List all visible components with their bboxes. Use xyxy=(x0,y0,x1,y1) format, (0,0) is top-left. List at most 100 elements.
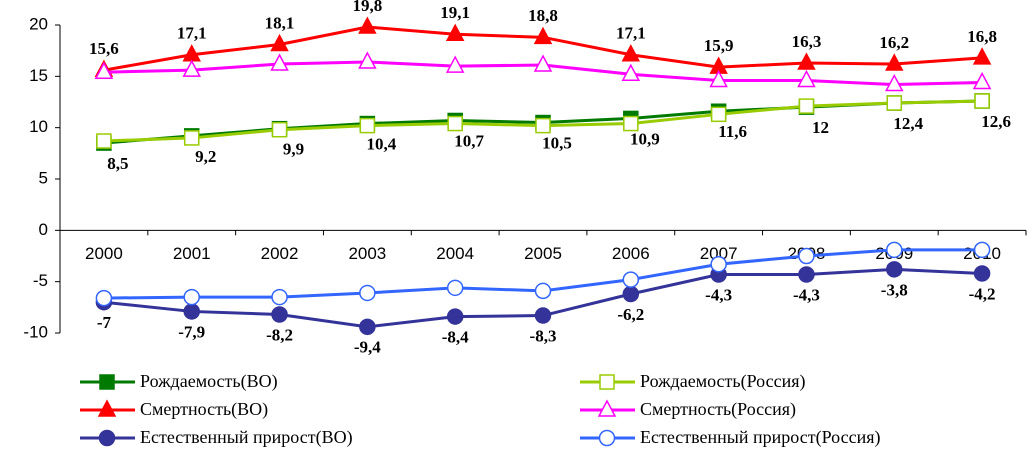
point xyxy=(446,279,464,297)
point xyxy=(973,265,991,282)
point xyxy=(886,261,903,278)
x-tick-label: 2005 xyxy=(524,244,562,263)
y-tick-label: 20 xyxy=(29,14,48,33)
legend-label: Естественный прирост(Россия) xyxy=(640,427,880,448)
y-tick-label: 0 xyxy=(39,220,48,239)
point xyxy=(533,26,553,45)
point xyxy=(183,288,200,306)
point xyxy=(446,308,464,325)
data-label: 12 xyxy=(812,118,829,137)
legend-label: Рождаемость(Россия) xyxy=(640,371,805,392)
point xyxy=(94,61,114,79)
x-tick-label: 2002 xyxy=(261,244,299,263)
point xyxy=(183,130,200,146)
legend-marker xyxy=(98,429,116,447)
data-label: -9,4 xyxy=(354,338,381,357)
point xyxy=(886,95,903,111)
point xyxy=(797,52,816,70)
point xyxy=(972,47,992,65)
x-tick-label: 2001 xyxy=(173,244,211,263)
data-label: -8,2 xyxy=(266,325,293,344)
point xyxy=(622,285,640,303)
point xyxy=(886,241,903,259)
point xyxy=(885,53,904,71)
point xyxy=(535,117,551,134)
data-label: 16,2 xyxy=(879,33,909,52)
legend-label: Смертность(ВО) xyxy=(140,399,268,420)
point xyxy=(534,282,552,300)
point xyxy=(445,23,465,41)
point xyxy=(534,307,552,324)
point xyxy=(621,63,641,82)
point xyxy=(96,133,112,149)
x-tick-label: 2006 xyxy=(612,244,650,263)
point xyxy=(270,33,289,52)
y-tick-label: 15 xyxy=(29,66,48,85)
point xyxy=(623,115,639,132)
x-tick-label: 2000 xyxy=(85,244,123,263)
data-label: 16,3 xyxy=(792,32,822,51)
data-label: 19,8 xyxy=(352,0,382,15)
data-label: 15,6 xyxy=(89,39,119,58)
point xyxy=(533,54,553,72)
point xyxy=(271,288,288,306)
point xyxy=(358,16,377,34)
point xyxy=(798,266,815,283)
legend-marker xyxy=(598,429,616,447)
legend-label: Естественный прирост(ВО) xyxy=(140,427,353,448)
y-tick-label: -10 xyxy=(23,322,48,341)
data-label: 9,9 xyxy=(283,140,304,159)
data-label: 18,8 xyxy=(528,6,558,25)
point xyxy=(270,53,289,71)
y-tick-label: 10 xyxy=(29,117,48,136)
data-label: 15,9 xyxy=(704,36,734,55)
legend-marker xyxy=(99,374,115,390)
point xyxy=(447,115,463,132)
y-tick-label: 5 xyxy=(39,168,48,187)
point xyxy=(710,106,727,123)
legend-marker xyxy=(599,374,615,390)
point xyxy=(95,289,113,307)
point xyxy=(358,51,377,69)
point xyxy=(797,69,816,88)
point xyxy=(359,318,376,336)
data-label: -8,3 xyxy=(530,326,557,345)
point xyxy=(271,121,288,138)
data-label: 10,9 xyxy=(630,129,660,148)
data-label: -7,9 xyxy=(178,322,205,341)
data-label: 18,1 xyxy=(265,13,295,32)
point xyxy=(359,117,376,134)
data-label: 17,1 xyxy=(616,24,646,43)
point xyxy=(974,93,990,109)
point xyxy=(709,69,728,88)
x-tick-label: 2007 xyxy=(700,244,738,263)
data-label: 12,6 xyxy=(981,112,1011,131)
legend-label: Рождаемость(ВО) xyxy=(140,371,278,392)
point xyxy=(798,247,815,265)
data-label: 11,6 xyxy=(718,122,747,141)
data-label: 9,2 xyxy=(195,147,216,166)
point xyxy=(182,59,201,77)
data-label: -8,4 xyxy=(442,327,469,346)
data-label: 10,5 xyxy=(542,133,572,152)
data-label: -4,3 xyxy=(705,285,732,304)
point xyxy=(973,241,991,259)
legend-marker xyxy=(97,399,117,417)
point xyxy=(183,303,200,320)
y-tick-label: -5 xyxy=(33,271,48,290)
data-label: 17,1 xyxy=(177,24,207,43)
data-label: -4,3 xyxy=(793,285,820,304)
data-label: -4,2 xyxy=(969,284,996,303)
legend-marker xyxy=(597,399,617,417)
point xyxy=(710,255,727,273)
data-label: 10,4 xyxy=(366,134,396,153)
data-label: -3,8 xyxy=(881,280,908,299)
x-tick-label: 2003 xyxy=(348,244,386,263)
point xyxy=(271,306,288,323)
point xyxy=(359,284,376,302)
legend-label: Смертность(Россия) xyxy=(640,399,796,420)
point xyxy=(798,98,815,114)
point xyxy=(445,55,465,73)
x-tick-label: 2004 xyxy=(436,244,474,263)
